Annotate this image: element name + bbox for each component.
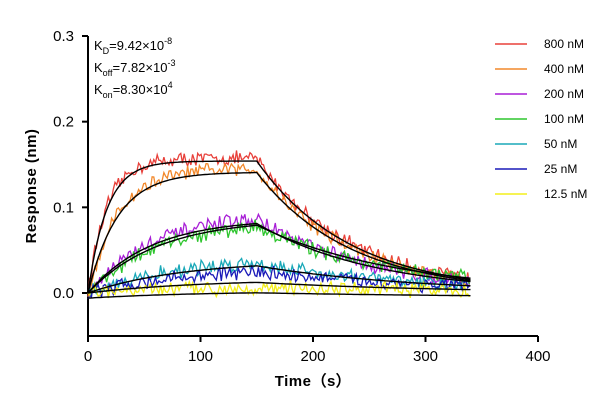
kd-eq: =9.42×10 <box>109 38 164 53</box>
y-tick-label: 0.0 <box>53 285 74 302</box>
kon-main: K <box>94 82 103 97</box>
legend-label: 800 nM <box>544 37 584 51</box>
y-tick-label: 0.3 <box>53 28 74 45</box>
fit-layer <box>87 160 471 299</box>
y-tick-label: 0.1 <box>53 199 74 216</box>
series-line-12-5-nm <box>87 279 470 299</box>
kon-eq: =8.30×10 <box>113 82 168 97</box>
legend-label: 50 nM <box>544 137 577 151</box>
kon-sub: on <box>103 90 113 100</box>
kd-sub: D <box>103 46 110 56</box>
koff-sub: off <box>103 68 113 78</box>
x-tick-label: 400 <box>525 348 550 365</box>
kd-annotation: KD=9.42×10-8 <box>94 36 172 56</box>
fit-curve-12-5-nm <box>87 292 471 299</box>
kon-exp: 4 <box>168 80 173 90</box>
koff-eq: =7.82×10 <box>113 60 168 75</box>
y-axis-title: Response (nm) <box>23 129 40 244</box>
legend: 800 nM 400 nM 200 nM 100 nM 50 nM 25 nM 12.5 n… <box>495 37 587 201</box>
legend-label: 100 nM <box>544 112 584 126</box>
legend-label: 25 nM <box>544 162 577 176</box>
fit-curve-800-nm <box>87 160 471 294</box>
legend-label: 400 nM <box>544 62 584 76</box>
koff-annotation: Koff=7.82×10-3 <box>94 58 175 78</box>
kinetics-annotation: KD=9.42×10-8 Koff=7.82×10-3 Kon=8.30×104 <box>94 36 175 100</box>
x-tick-label: 100 <box>188 348 213 365</box>
koff-main: K <box>94 60 103 75</box>
koff-exp: -3 <box>167 58 175 68</box>
x-tick-label: 200 <box>300 348 325 365</box>
series-layer <box>87 150 471 300</box>
y-tick-label: 0.2 <box>53 114 74 131</box>
x-tick-label: 300 <box>413 348 438 365</box>
x-tick-label: 0 <box>84 348 92 365</box>
ticks: 0 100 200 300 400 0.0 0.1 0.2 0.3 <box>53 28 550 365</box>
kd-exp: -8 <box>164 36 172 46</box>
legend-label: 12.5 nM <box>544 187 587 201</box>
x-axis-title: Time（s） <box>275 372 352 390</box>
kd-main: K <box>94 38 103 53</box>
fit-curve-400-nm <box>87 171 471 294</box>
fit-curve-100-nm <box>87 224 471 294</box>
legend-label: 200 nM <box>544 87 584 101</box>
fit-curve-50-nm <box>87 265 471 294</box>
kon-annotation: Kon=8.30×104 <box>94 80 173 100</box>
fit-curve-25-nm <box>87 281 471 294</box>
